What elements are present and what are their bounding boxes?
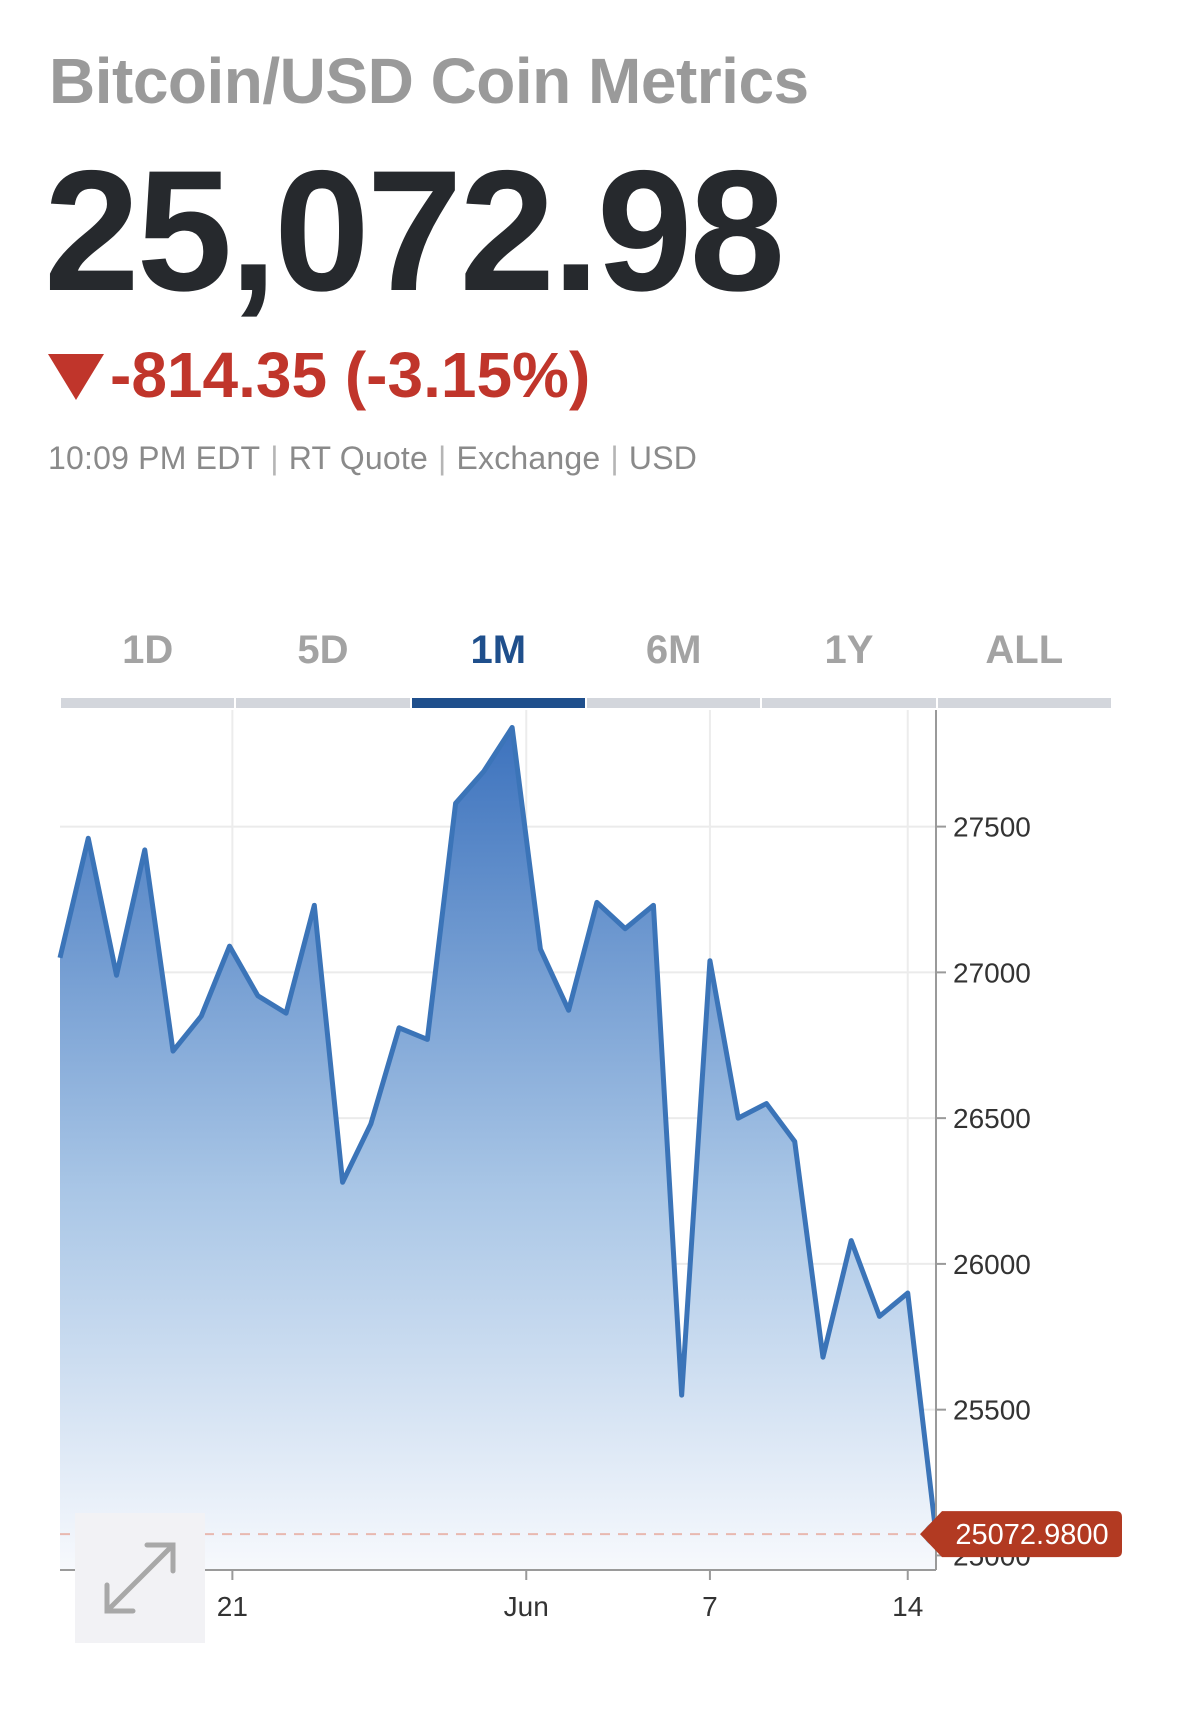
- tab-6m[interactable]: 6M: [586, 628, 761, 708]
- tab-label: 1Y: [824, 628, 874, 672]
- tab-underline: [61, 698, 235, 708]
- meta-separator: |: [610, 440, 619, 476]
- price-line: [57, 724, 939, 1535]
- quote-meta: 10:09 PM EDT | RT Quote | Exchange | USD: [48, 440, 697, 477]
- price-change: -814.35 (-3.15%): [48, 343, 590, 407]
- last-value-badge: 25072.9800: [920, 1511, 1122, 1558]
- meta-separator: |: [270, 440, 279, 476]
- last-value-label: 25072.9800: [955, 1519, 1108, 1551]
- tab-1y[interactable]: 1Y: [761, 628, 936, 708]
- range-tabs: 1D 5D 1M 6M 1Y ALL: [60, 628, 1112, 708]
- tab-underline: [762, 698, 936, 708]
- tab-label: 1D: [122, 628, 174, 672]
- tab-1d[interactable]: 1D: [60, 628, 235, 708]
- tab-5d[interactable]: 5D: [235, 628, 410, 708]
- tab-label: 1M: [470, 628, 527, 672]
- tab-1m[interactable]: 1M: [411, 628, 586, 708]
- tab-label: 6M: [645, 628, 702, 672]
- x-tick-label: Jun: [504, 1591, 549, 1622]
- quote-currency: USD: [628, 440, 698, 476]
- tab-underline: [236, 698, 410, 708]
- last-value-badge-bg: [920, 1511, 1122, 1558]
- quote-type: RT Quote: [288, 440, 428, 476]
- expand-chart-button[interactable]: [75, 1513, 205, 1643]
- x-tick-label: 14: [892, 1591, 923, 1622]
- triangle-down-icon: [48, 354, 104, 400]
- x-tick-label: 21: [217, 1591, 248, 1622]
- quote-exchange: Exchange: [456, 440, 601, 476]
- y-tick-label: 26000: [953, 1249, 1031, 1280]
- expand-arrows-icon: [104, 1542, 176, 1614]
- y-tick-label: 27500: [953, 812, 1031, 843]
- y-tick-label: 26500: [953, 1103, 1031, 1134]
- tab-underline: [586, 698, 761, 708]
- quote-time: 10:09 PM EDT: [48, 440, 261, 476]
- meta-separator: |: [437, 440, 447, 476]
- tab-all[interactable]: ALL: [937, 628, 1112, 708]
- tab-label: ALL: [985, 628, 1064, 672]
- chart-axes: 25000255002600026500270002750021Jun714: [60, 710, 1031, 1622]
- x-tick-label: 7: [702, 1591, 718, 1622]
- price-area: [60, 727, 936, 1570]
- tab-underline: [937, 698, 1111, 708]
- tab-underline: [411, 698, 585, 708]
- price-change-value: -814.35 (-3.15%): [110, 339, 591, 411]
- current-price: 25,072.98: [44, 135, 785, 327]
- y-tick-label: 25500: [953, 1395, 1031, 1426]
- y-tick-label: 27000: [953, 957, 1031, 988]
- page-title: Bitcoin/USD Coin Metrics: [49, 45, 809, 117]
- tab-label: 5D: [297, 628, 349, 672]
